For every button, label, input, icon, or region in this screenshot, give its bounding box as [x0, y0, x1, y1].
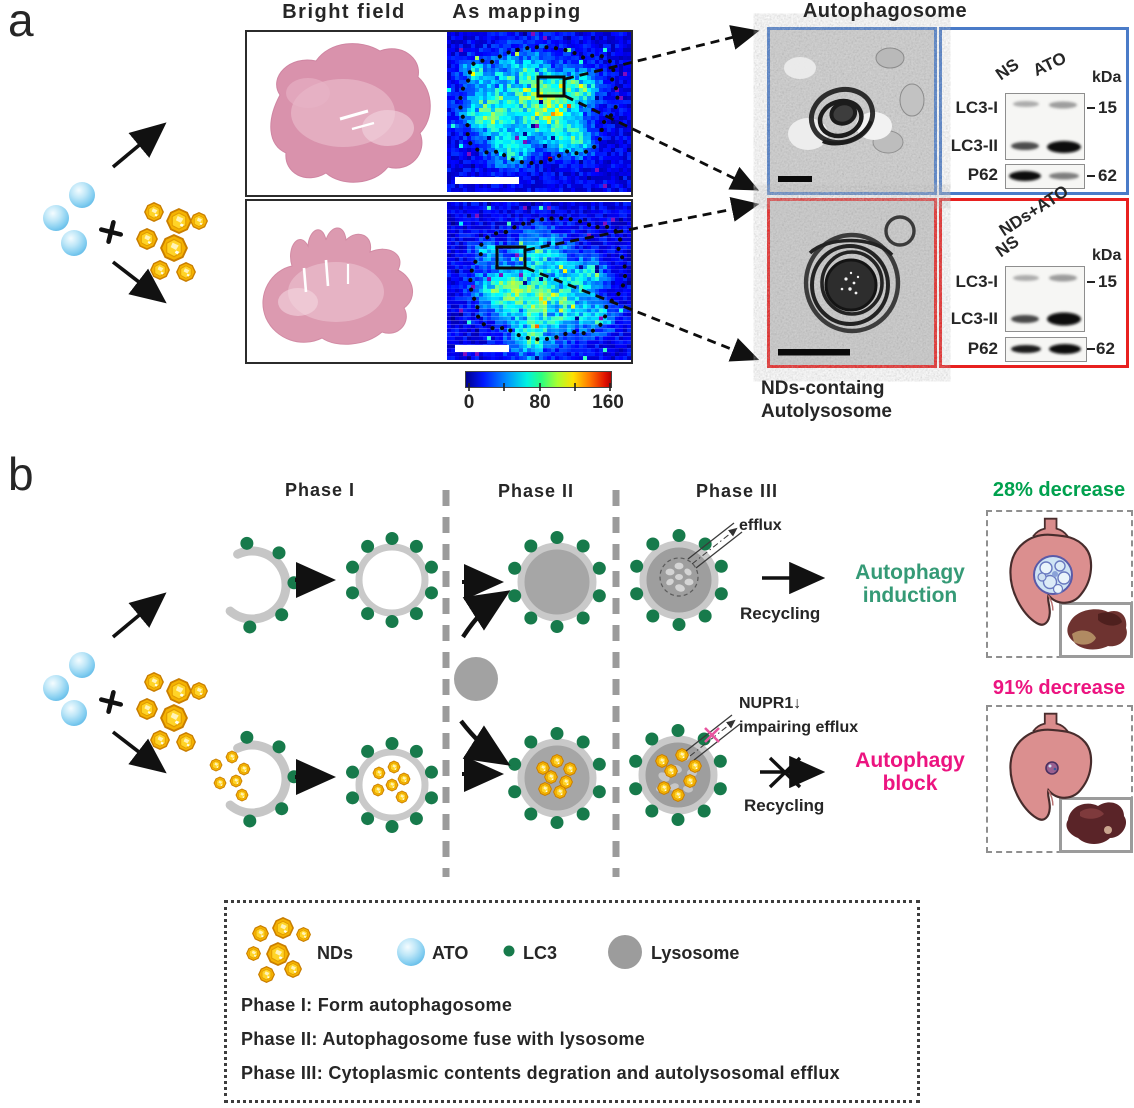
treatment-mixture-panel-a	[43, 127, 207, 299]
phase-1-header: Phase I	[284, 480, 356, 500]
legend-nds-label: NDs	[317, 943, 354, 963]
legend-lc3-label: LC3	[523, 943, 558, 963]
blot-top-p62: P62	[967, 165, 998, 184]
colorbar-tick-80: 80	[529, 392, 551, 413]
vesicle-schematics	[209, 529, 728, 833]
lysosome-shape	[454, 657, 498, 701]
legend-ato-label: ATO	[432, 943, 469, 963]
legend-phase2-line: Phase II: Autophagosome fuse with lysoso…	[241, 1029, 646, 1049]
phase-2-header: Phase II	[497, 481, 575, 501]
blot-top-lc3-1: LC3-I	[955, 98, 999, 117]
legend-phase3-line: Phase III: Cytoplasmic contents degratio…	[241, 1063, 840, 1083]
nupr1-label: NUPR1↓	[739, 695, 802, 712]
as-mapping-heatmap-row2	[447, 202, 631, 360]
autophagy-block-line2: block	[882, 772, 938, 795]
blot-top-marker-62: 62	[1098, 166, 1117, 185]
legend-phase1-line: Phase I: Form autophagosome	[241, 995, 513, 1015]
tem-autophagosome-box	[767, 27, 937, 195]
decrease-91-label: 91% decrease	[992, 677, 1126, 699]
liver-photo-inset-ato	[1059, 602, 1133, 658]
blot-bottom-kda: kDa	[1092, 247, 1122, 264]
blot-bottom-marker-62: 62	[1096, 339, 1115, 358]
recycling-label-bottom: Recycling	[744, 796, 825, 815]
blot-bottom-lc3-panel	[1005, 266, 1085, 332]
colorbar-tick-160: 160	[592, 392, 624, 413]
panel-b-label: b	[8, 448, 34, 500]
blot-top-marker-15: 15	[1098, 98, 1117, 117]
autophagy-induction-line1: Autophagy	[855, 561, 965, 584]
treatment-mixture-panel-b	[43, 597, 207, 769]
phase-3-header: Phase III	[695, 481, 779, 501]
blot-top-lc3-panel	[1005, 93, 1085, 160]
blot-bottom-p62-panel	[1005, 337, 1087, 362]
as-mapping-heatmap-row1	[447, 32, 631, 192]
autophagosome-title: Autophagosome	[802, 0, 968, 22]
blot-top-p62-panel	[1005, 164, 1085, 189]
colorbar	[465, 371, 612, 388]
autolysosome-caption-line2: Autolysosome	[761, 401, 892, 422]
autolysosome-caption-line1: NDs-containg	[761, 378, 885, 399]
blot-bottom-marker-15: 15	[1098, 272, 1117, 291]
phase-separators	[442, 490, 620, 877]
header-bright-field: Bright field	[282, 1, 406, 23]
recycling-label-top: Recycling	[740, 604, 821, 623]
tem-autolysosome-box	[767, 198, 937, 368]
blot-bottom-p62: P62	[967, 339, 998, 358]
down-arrow-icon: ↓	[793, 695, 802, 712]
autophagy-block-line1: Autophagy	[855, 749, 965, 772]
legend-lysosome-label: Lysosome	[651, 943, 740, 963]
efflux-arrows-top	[687, 522, 743, 569]
efflux-label: efflux	[739, 517, 782, 534]
blot-bottom-lc3-2: LC3-II	[950, 309, 998, 328]
autophagy-induction-line2: induction	[862, 584, 958, 607]
efflux-arrows-blocked	[685, 714, 741, 761]
blot-bottom-lc3-1: LC3-I	[955, 272, 999, 291]
header-as-mapping: As mapping	[452, 1, 582, 23]
colorbar-tick-0: 0	[463, 392, 475, 413]
blot-top-lc3-2: LC3-II	[950, 136, 998, 155]
efflux-block-x-icon	[704, 727, 720, 743]
blot-top-kda: kDa	[1092, 69, 1122, 86]
panel-a-label: a	[8, 0, 34, 46]
liver-photo-inset-nds-ato	[1059, 797, 1133, 853]
legend-box	[224, 900, 920, 1103]
impairing-efflux-label: impairing efflux	[739, 719, 859, 736]
decrease-28-label: 28% decrease	[992, 479, 1126, 501]
